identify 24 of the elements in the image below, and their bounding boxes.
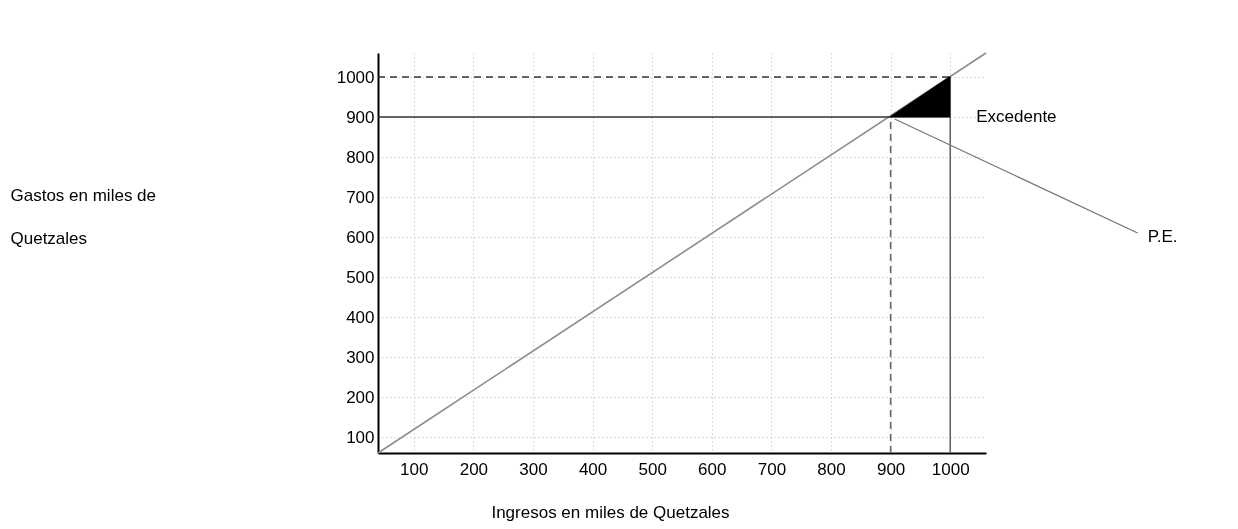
x-tick-label: 1000 [931,459,970,479]
text: Gastos en miles de Quetzales [10,185,157,248]
annotation: Excedente [976,107,1057,126]
y-tick-label: 1000 [336,67,375,87]
y-tick-label: 200 [346,387,375,407]
y-tick-label: 100 [346,427,375,447]
x-tick-label: 800 [817,459,846,479]
x-tick-label: 400 [578,459,608,479]
x-tick-label: 600 [698,459,727,479]
x-tick-label: 300 [519,459,548,479]
y-tick-label: 700 [346,187,375,207]
x-axis-title: Ingresos en miles de Quetzales [491,502,730,522]
x-tick-label: 200 [459,459,489,479]
annotation: P.E. [1147,227,1178,246]
x-tick-label: 500 [638,459,667,479]
y-tick-label: 400 [346,307,375,327]
x-tick-label: 700 [757,459,787,479]
y-tick-label: 300 [346,347,375,367]
x-tick-label: 900 [876,459,906,479]
y-tick-label: 900 [346,107,375,127]
x-tick-label: 100 [400,459,429,479]
y-tick-label: 500 [346,267,375,287]
y-tick-label: 600 [346,227,375,247]
y-tick-label: 800 [346,147,375,167]
